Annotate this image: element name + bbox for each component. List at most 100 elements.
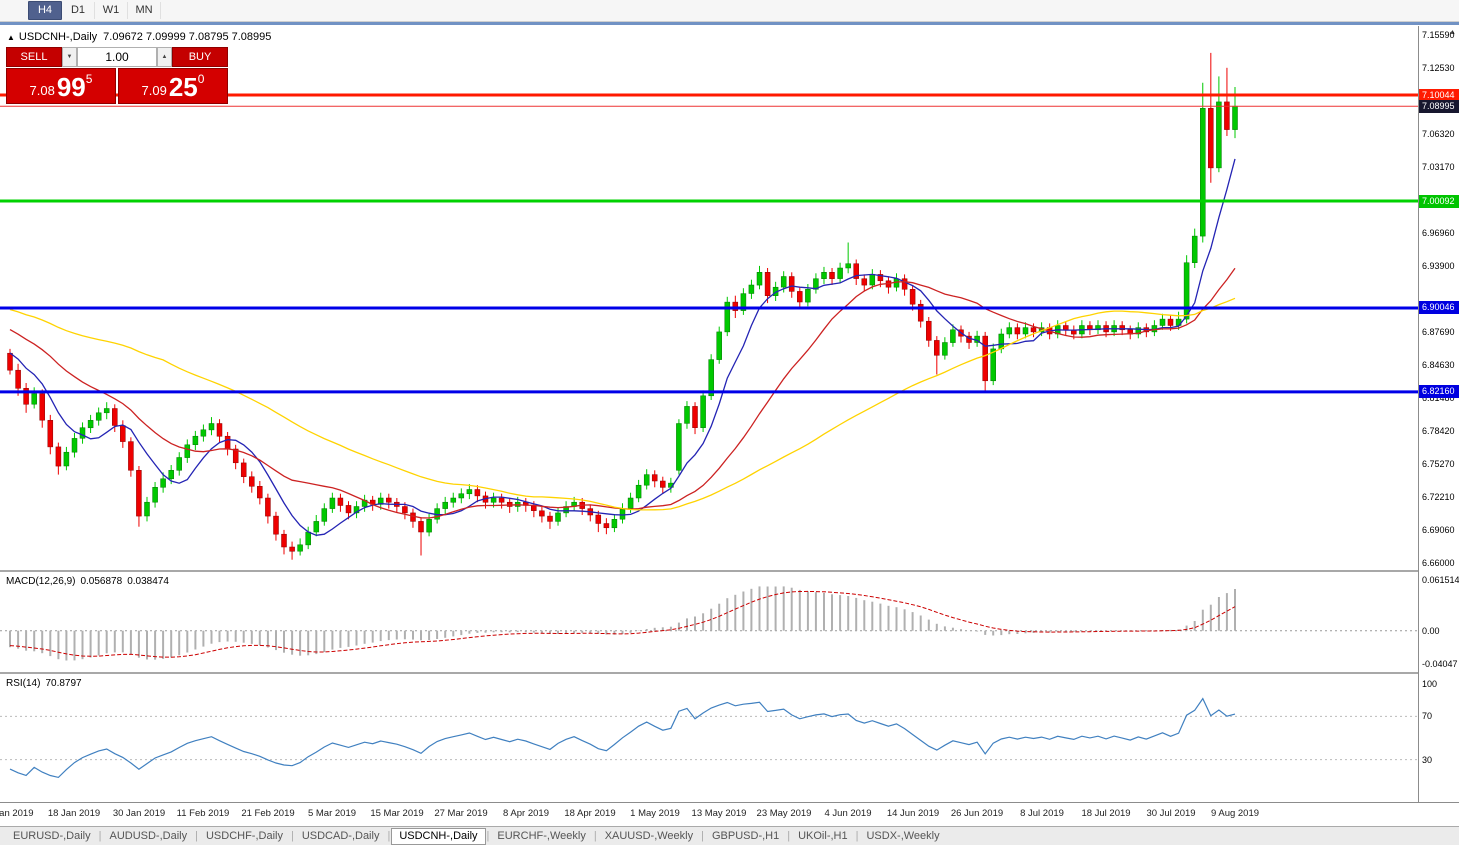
candle-body (313, 521, 320, 533)
candle-body (386, 497, 392, 503)
timeframe-button-w1[interactable]: W1 (95, 2, 128, 19)
chart-tab-eurusd-daily[interactable]: EURUSD-,Daily (13, 830, 91, 842)
price-axis-label: 7.15590 (1422, 30, 1455, 40)
volume-decrease-button[interactable]: ▼ (62, 47, 77, 67)
candle-body (1159, 318, 1166, 326)
ma-line (9, 297, 1236, 511)
volume-input[interactable] (77, 47, 157, 67)
candle-body (1216, 101, 1222, 169)
chart-tab-usdx-weekly[interactable]: USDX-,Weekly (866, 830, 940, 842)
chart-tab-usdchf-daily[interactable]: USDCHF-,Daily (205, 830, 283, 842)
candle-body (700, 395, 706, 428)
chart-tab-xauusd-weekly[interactable]: XAUUSD-,Weekly (604, 830, 694, 842)
date-axis-label: 8 Apr 2019 (503, 808, 549, 819)
price-axis-label: 6.93900 (1422, 261, 1455, 271)
date-axis-label: 18 Apr 2019 (564, 808, 616, 819)
candle-body (466, 489, 473, 495)
candle-body (877, 274, 884, 282)
candle-body (926, 320, 932, 341)
price-axis-label: 6.66000 (1422, 558, 1455, 568)
timeframe-button-h4[interactable]: H4 (28, 1, 62, 20)
candle-body (257, 486, 263, 499)
candle-body (1006, 327, 1013, 335)
candle-body (95, 412, 102, 421)
buy-price-big: 25 (168, 72, 198, 102)
candle-body (563, 506, 569, 514)
macd-signal-line (9, 590, 1236, 658)
candle-body (103, 408, 110, 414)
candle-body (539, 510, 545, 517)
timeframe-button-mn[interactable]: MN (128, 2, 161, 19)
price-axis-label: 7.03170 (1422, 162, 1455, 172)
candle-body (47, 420, 54, 448)
candle-body (136, 470, 142, 517)
panel-splitter[interactable] (0, 570, 1459, 572)
chart-tab-audusd-daily[interactable]: AUDUSD-,Daily (109, 830, 188, 842)
candle-body (780, 276, 787, 288)
candle-body (708, 359, 714, 397)
candle-body (1191, 235, 1198, 263)
candle-body (917, 303, 924, 322)
buy-price-sup: 0 (197, 72, 205, 86)
rsi-name: RSI(14) (6, 678, 41, 689)
tab-separator: | (855, 830, 859, 842)
candle-body (627, 497, 634, 509)
buy-button[interactable]: BUY (172, 47, 228, 67)
date-axis-label: 9 Aug 2019 (1210, 808, 1260, 819)
time-axis[interactable]: 8 Jan 2019 18 Jan 2019 30 Jan 2019 11 Feb 2… (0, 803, 1459, 826)
date-axis-label: 26 Jun 2019 (950, 808, 1004, 819)
date-axis-label: 11 Feb 2019 (176, 808, 230, 819)
rsi-axis-label: 30 (1422, 755, 1433, 765)
chart-tab-ukoil-h1[interactable]: UKOil-,H1 (798, 830, 848, 842)
date-axis-label: 21 Feb 2019 (241, 808, 295, 819)
chart-ohlc-values: 7.09672 7.09999 7.08795 7.08995 (103, 31, 272, 43)
price-axis[interactable]: ▲ 7.15590 7.12530 7.06320 7.03170 6.96960 6.9… (1418, 26, 1459, 802)
candle-body (1063, 325, 1069, 331)
sell-price-button[interactable]: 7.08 99 5 (6, 68, 116, 104)
macd-label: MACD(12,26,9) 0.056878 0.038474 (6, 576, 174, 587)
candle-body (71, 438, 78, 453)
candle-body (377, 497, 384, 505)
panel-splitter[interactable] (0, 672, 1459, 674)
candle-body (635, 484, 642, 499)
candle-body (490, 497, 497, 503)
candle-body (192, 435, 199, 445)
candle-body (1224, 101, 1230, 130)
candle-body (909, 289, 916, 305)
candle-body (724, 301, 731, 333)
candle-body (224, 435, 231, 450)
candle-body (821, 272, 827, 279)
macd-axis-label: 0.061514 (1422, 575, 1459, 585)
one-click-price-row: 7.08 99 5 7.09 25 0 (6, 68, 228, 104)
price-axis-label: 7.06320 (1422, 129, 1455, 139)
buy-price-base: 7.09 (141, 83, 167, 98)
candle-body (1183, 262, 1190, 320)
volume-increase-button[interactable]: ▲ (157, 47, 172, 67)
chart-tab-usdcad-daily[interactable]: USDCAD-,Daily (301, 830, 380, 842)
candle-body (748, 284, 755, 294)
rsi-panel (0, 674, 1418, 802)
chart-tab-eurchf-weekly[interactable]: EURCHF-,Weekly (497, 830, 586, 842)
candle-body (797, 291, 803, 303)
sell-button[interactable]: SELL (6, 47, 62, 67)
tab-separator: | (195, 830, 198, 842)
date-axis-label: 30 Jul 2019 (1146, 808, 1196, 819)
collapse-arrow-icon[interactable]: ▲ (1449, 29, 1456, 36)
main-chart-plot[interactable] (0, 26, 1418, 570)
one-click-trading-panel: SELL ▼ ▲ BUY 7.08 99 5 7.09 25 0 (6, 47, 228, 104)
candle-body (684, 406, 690, 424)
chart-tab-gbpusd-h1[interactable]: GBPUSD-,H1 (711, 830, 780, 842)
candle-body (1022, 327, 1029, 335)
price-axis-label: 6.84630 (1422, 360, 1455, 370)
buy-price-button[interactable]: 7.09 25 0 (118, 68, 228, 104)
candle-body (1119, 325, 1125, 331)
price-axis-label: 6.78420 (1422, 426, 1455, 436)
timeframe-button-d1[interactable]: D1 (62, 2, 95, 19)
candle-body (1200, 108, 1206, 237)
candle-body (128, 441, 134, 471)
chart-tab-usdcnh-daily[interactable]: USDCNH-,Daily (391, 827, 486, 845)
price-axis-label: 6.75270 (1422, 459, 1455, 469)
candle-body (1014, 327, 1021, 335)
price-marker: 7.00092 (1419, 195, 1459, 208)
candle-body (603, 523, 610, 529)
